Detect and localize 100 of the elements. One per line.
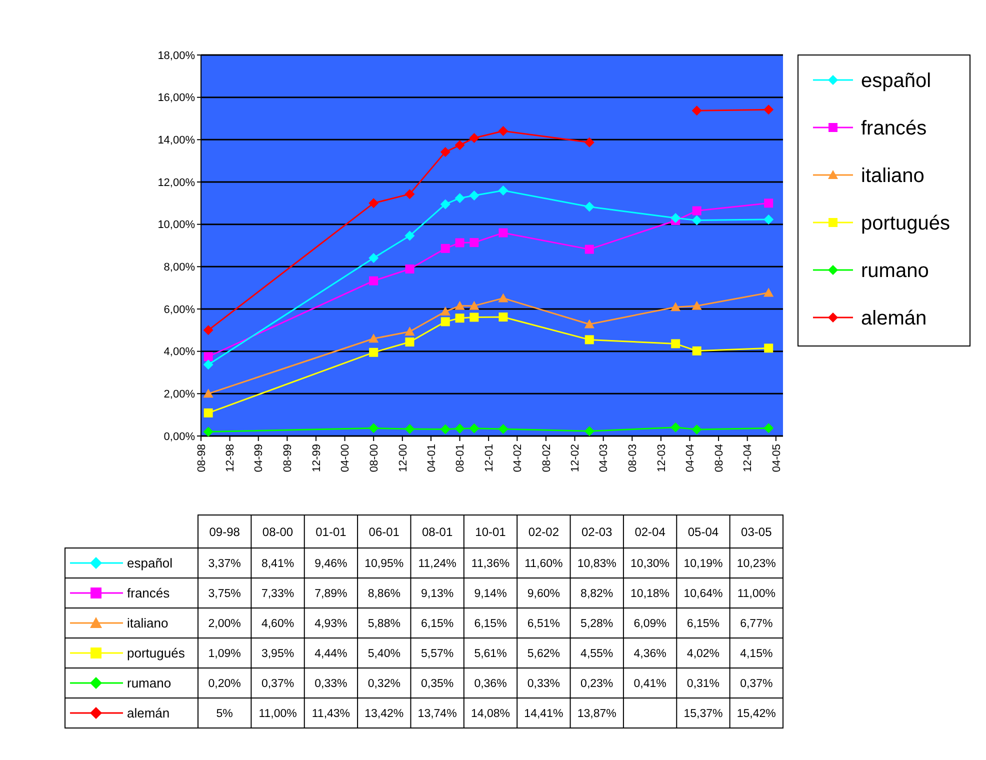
point xyxy=(368,198,379,208)
data-label: 11,60% xyxy=(524,558,563,570)
data-label: 3,37% xyxy=(208,558,241,570)
point xyxy=(671,339,680,348)
data-label: 6,77% xyxy=(740,618,773,630)
legend-label: italiano xyxy=(861,165,924,187)
point xyxy=(469,423,480,434)
point xyxy=(455,238,464,248)
point xyxy=(692,215,702,226)
legend-label: portugués xyxy=(861,212,950,234)
data-label: 15,42% xyxy=(736,708,776,720)
point xyxy=(670,422,681,432)
legend-label: francés xyxy=(861,118,927,140)
point xyxy=(764,214,774,224)
data-label: 1,09% xyxy=(208,648,241,660)
x-tick-label: 12-02 xyxy=(570,444,582,472)
data-label: 4,55% xyxy=(580,648,614,660)
point xyxy=(203,325,214,336)
point xyxy=(440,199,450,210)
x-tick-label: 08-00 xyxy=(368,444,380,472)
data-label: 7,89% xyxy=(314,588,348,600)
x-tick-label: 04-04 xyxy=(684,444,697,472)
data-label: 10,64% xyxy=(684,588,723,600)
point xyxy=(584,202,594,212)
data-label: 4,36% xyxy=(634,648,666,660)
data-label: 0,35% xyxy=(421,678,454,690)
y-tick-label: 10,00% xyxy=(158,219,196,232)
data-label: 4,44% xyxy=(314,648,348,660)
x-tick-label: 08-01 xyxy=(454,444,467,472)
point xyxy=(440,424,450,434)
legend-label: portugués xyxy=(127,646,186,661)
point xyxy=(405,338,414,347)
point xyxy=(440,306,450,316)
point xyxy=(764,104,774,115)
point xyxy=(584,137,594,148)
point xyxy=(469,190,480,201)
point xyxy=(692,424,702,434)
data-label: 9,60% xyxy=(527,588,560,600)
point xyxy=(404,424,415,434)
y-tick-label: 18,00% xyxy=(158,50,196,62)
data-label: 5,40% xyxy=(368,648,400,660)
point xyxy=(204,352,213,362)
category-label: 08-00 xyxy=(262,525,294,540)
y-tick-label: 14,00% xyxy=(158,134,196,147)
point xyxy=(469,132,480,143)
data-label: 5,62% xyxy=(527,648,560,660)
point xyxy=(204,408,213,418)
point xyxy=(440,317,450,326)
y-tick-label: 0,00% xyxy=(164,430,196,443)
data-label: 6,15% xyxy=(686,618,720,630)
data-label: 6,09% xyxy=(634,618,666,630)
data-label: 0,37% xyxy=(740,678,773,690)
category-label: 02-04 xyxy=(634,525,666,540)
point xyxy=(470,238,479,248)
data-label: 7,33% xyxy=(261,588,294,600)
point xyxy=(764,198,774,208)
x-tick-label: 08-98 xyxy=(196,444,208,472)
y-tick-label: 12,00% xyxy=(158,176,196,189)
x-tick-label: 04-03 xyxy=(598,444,610,472)
point xyxy=(498,293,508,302)
category-label: 02-03 xyxy=(582,525,613,540)
x-tick-label: 12-98 xyxy=(224,444,237,472)
point xyxy=(692,300,702,310)
point xyxy=(670,302,681,312)
point xyxy=(692,106,702,116)
point xyxy=(203,426,214,437)
legend-label: rumano xyxy=(861,260,929,282)
x-tick-label: 12-04 xyxy=(742,444,754,472)
point xyxy=(440,146,450,157)
x-tick-label: 04-99 xyxy=(253,444,266,472)
data-label: 5,28% xyxy=(580,618,614,630)
x-tick-label: 04-02 xyxy=(512,444,524,472)
point xyxy=(368,334,379,343)
point xyxy=(455,314,464,323)
point xyxy=(369,348,378,357)
point xyxy=(454,193,465,204)
category-label: 05-04 xyxy=(688,525,719,540)
data-label: 0,20% xyxy=(208,678,241,690)
point xyxy=(368,423,379,434)
x-tick-label: 08-02 xyxy=(540,444,553,472)
legend-label: español xyxy=(861,70,932,92)
legend-label: alemán xyxy=(127,706,170,721)
y-tick-label: 8,00% xyxy=(164,262,196,274)
data-label: 5,61% xyxy=(474,648,507,660)
point xyxy=(584,244,594,254)
point xyxy=(203,360,214,370)
data-label: 14,41% xyxy=(524,708,564,720)
point xyxy=(498,424,508,434)
data-label: 10,30% xyxy=(630,558,670,570)
data-label: 10,23% xyxy=(736,558,776,570)
point xyxy=(454,140,465,150)
category-label: 10-01 xyxy=(475,525,506,540)
y-tick-label: 4,00% xyxy=(164,346,196,358)
x-tick-label: 04-05 xyxy=(770,444,783,472)
point xyxy=(203,388,214,398)
point xyxy=(404,326,415,336)
data-label: 13,87% xyxy=(577,708,616,720)
category-label: 09-98 xyxy=(209,525,240,540)
point xyxy=(498,312,508,322)
legend-label: rumano xyxy=(127,676,172,691)
